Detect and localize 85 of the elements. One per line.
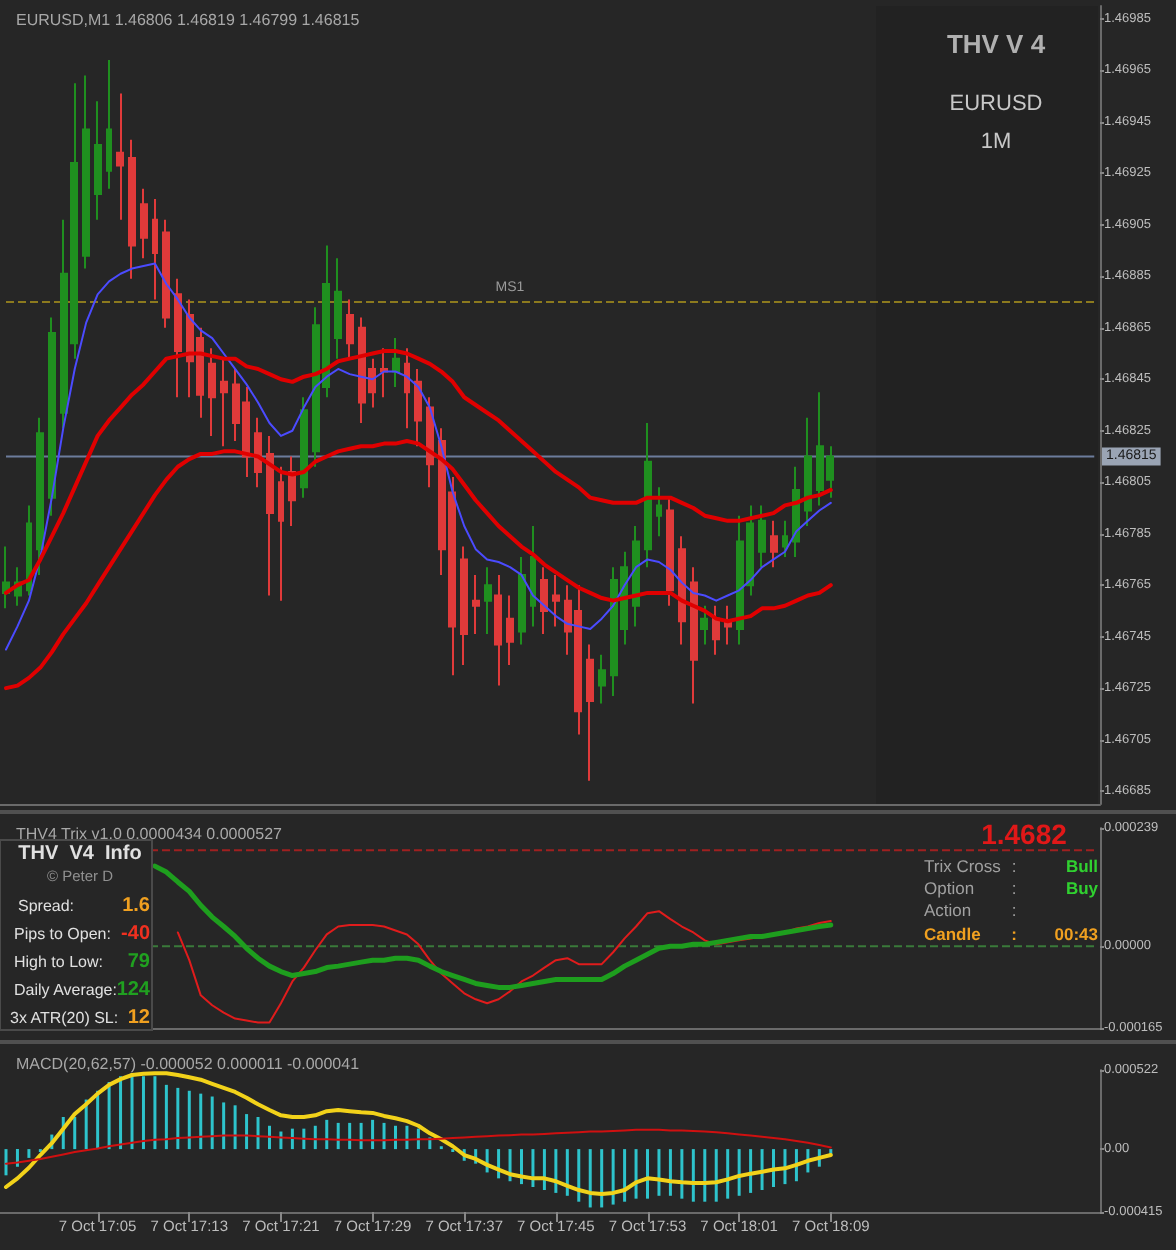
candlestick bbox=[700, 604, 708, 646]
annotation: -40 bbox=[121, 923, 151, 945]
candlestick bbox=[484, 566, 492, 636]
candlestick bbox=[82, 74, 90, 270]
candlestick bbox=[48, 316, 56, 517]
annotation: Option bbox=[924, 878, 975, 898]
annotation: : bbox=[1011, 856, 1017, 876]
annotation: Trix Cross bbox=[924, 856, 1001, 876]
annotation: 00:43 bbox=[1054, 924, 1099, 944]
candlestick bbox=[334, 257, 342, 360]
candlestick bbox=[288, 455, 296, 527]
annotation: 1.4682 bbox=[981, 818, 1068, 850]
annotation: 124 bbox=[116, 979, 151, 1001]
candlestick bbox=[506, 594, 514, 666]
line-series bbox=[5, 262, 832, 651]
candlestick bbox=[404, 347, 410, 430]
chart-title: THV4 Trix v1.0 0.0000434 0.0000527 bbox=[16, 825, 284, 843]
candlestick bbox=[162, 218, 170, 329]
chart-title: MACD(20,62,57) -0.000052 0.000011 -0.000041 bbox=[16, 1055, 361, 1073]
annotation: Daily Average: bbox=[14, 981, 117, 999]
candlestick bbox=[380, 347, 388, 399]
candlestick bbox=[530, 524, 536, 628]
candlestick bbox=[266, 434, 274, 597]
annotation: : bbox=[1011, 924, 1018, 944]
candlestick bbox=[94, 100, 102, 221]
candlestick bbox=[644, 422, 652, 569]
annotation: Spread: bbox=[18, 897, 75, 915]
candlestick bbox=[300, 396, 308, 499]
candlestick bbox=[494, 573, 502, 687]
candlestick bbox=[586, 643, 594, 782]
candlestick bbox=[678, 535, 686, 646]
candlestick bbox=[36, 416, 44, 576]
candlestick bbox=[220, 357, 228, 448]
candlestick bbox=[540, 566, 548, 636]
annotation: 3x ATR(20) SL: bbox=[10, 1009, 119, 1027]
candlestick bbox=[2, 545, 10, 610]
candlestick bbox=[804, 416, 812, 527]
annotation: Candle bbox=[924, 924, 982, 944]
annotation: EURUSD bbox=[949, 92, 1043, 116]
annotation: 1M bbox=[980, 130, 1012, 154]
candlestick bbox=[712, 604, 720, 656]
candlestick bbox=[116, 92, 124, 221]
annotation: : bbox=[1011, 878, 1017, 898]
candlestick bbox=[460, 545, 468, 666]
candlestick bbox=[128, 138, 136, 280]
annotation: THV V4 Info bbox=[18, 843, 142, 865]
candlestick bbox=[208, 347, 216, 437]
annotation: High to Low: bbox=[14, 953, 103, 971]
candlestick bbox=[414, 367, 422, 448]
candlestick bbox=[140, 187, 148, 260]
annotation: THV V 4 bbox=[946, 29, 1047, 59]
candlestick bbox=[278, 465, 284, 602]
candlestick bbox=[552, 573, 560, 628]
annotation: Action bbox=[924, 900, 972, 920]
line-series bbox=[176, 910, 832, 1024]
line-series bbox=[5, 1128, 832, 1165]
candlestick bbox=[152, 198, 158, 301]
candlestick bbox=[254, 416, 262, 489]
candlestick bbox=[472, 573, 480, 636]
annotation: 12 bbox=[127, 1007, 151, 1029]
annotation: 79 bbox=[127, 951, 151, 973]
candlestick bbox=[632, 524, 640, 628]
line-series bbox=[4, 348, 833, 595]
candlestick bbox=[392, 337, 400, 388]
candlestick bbox=[598, 653, 606, 705]
candlestick bbox=[782, 519, 788, 558]
candlestick bbox=[690, 566, 698, 705]
line-series bbox=[4, 439, 833, 691]
annotation: : bbox=[1011, 900, 1017, 920]
candlestick bbox=[174, 277, 182, 399]
chart-title: EURUSD,M1 1.46806 1.46819 1.46799 1.46815 bbox=[16, 11, 361, 29]
candlestick bbox=[346, 298, 354, 360]
candlestick bbox=[518, 555, 526, 646]
candlestick bbox=[26, 504, 32, 597]
candlestick bbox=[758, 504, 766, 569]
line-series bbox=[152, 863, 834, 990]
candlestick bbox=[666, 496, 674, 607]
candlestick bbox=[770, 519, 778, 569]
annotation: Bull bbox=[1065, 856, 1098, 876]
annotation: 1.6 bbox=[122, 895, 151, 917]
line-series bbox=[4, 1071, 833, 1196]
candlestick bbox=[656, 486, 662, 538]
annotation: Pips to Open: bbox=[14, 925, 111, 943]
candlestick bbox=[106, 59, 112, 190]
annotation: Buy bbox=[1065, 878, 1099, 898]
